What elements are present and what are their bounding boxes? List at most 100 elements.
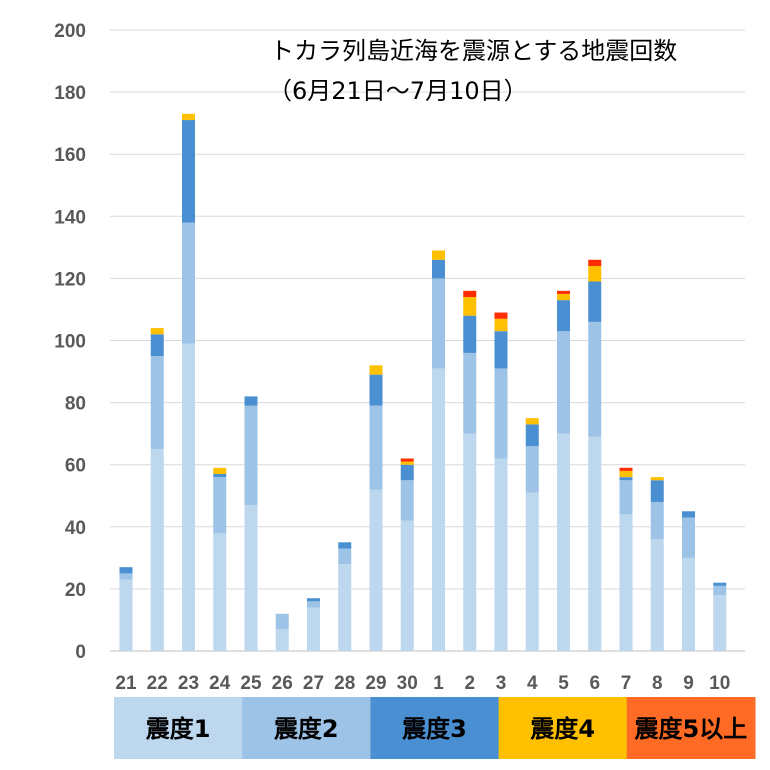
y-tick-label: 120 <box>54 269 86 290</box>
bar-segment <box>307 598 320 602</box>
bar-segment <box>119 573 133 580</box>
x-tick-label: 7 <box>621 673 632 694</box>
bar-segment <box>182 222 195 344</box>
bar-segment <box>463 297 477 316</box>
bar-segment <box>557 433 570 651</box>
legend-swatch <box>498 697 628 759</box>
bar-segment <box>650 477 664 481</box>
bar-segment <box>150 328 164 335</box>
x-tick-label: 24 <box>209 673 231 694</box>
bar-segment <box>119 567 133 574</box>
legend-label: 震度1 <box>146 715 211 743</box>
bar-segment <box>619 480 633 515</box>
bar-segment <box>400 480 414 521</box>
bar-segment <box>588 259 602 266</box>
y-tick-label: 180 <box>54 83 86 104</box>
legend-label: 震度5以上 <box>635 715 748 743</box>
bar-segment <box>213 474 227 478</box>
bar-segment <box>619 470 633 478</box>
x-tick-label: 2 <box>464 673 475 694</box>
bars <box>119 113 727 651</box>
bar-segment <box>713 582 727 586</box>
bar-segment <box>369 365 383 375</box>
bar-segment <box>150 356 164 450</box>
x-tick-label: 27 <box>303 673 324 694</box>
legend-label: 震度2 <box>274 715 339 743</box>
bar-segment <box>682 557 695 651</box>
bar-segment <box>119 579 133 651</box>
x-tick-label: 29 <box>365 673 386 694</box>
bar-segment <box>432 368 445 651</box>
legend: 震度1 震度2 震度3 震度4 震度5以上 <box>114 697 756 759</box>
legend-label: 震度3 <box>402 715 467 743</box>
bar-segment <box>619 467 633 471</box>
bar-segment <box>713 585 727 596</box>
bar-segment <box>432 259 445 279</box>
bar-segment <box>682 511 695 518</box>
bar-segment <box>432 278 445 369</box>
bar-segment <box>619 477 633 481</box>
bar-segment <box>525 492 539 651</box>
x-tick-label: 1 <box>433 673 444 694</box>
bar-segment <box>682 517 695 558</box>
legend-swatch <box>242 697 371 759</box>
bar-segment <box>619 514 633 651</box>
x-tick-label: 5 <box>558 673 569 694</box>
x-tick-label: 23 <box>178 673 199 694</box>
x-tick-label: 3 <box>496 673 507 694</box>
bar-segment <box>338 564 352 651</box>
legend-swatch <box>626 697 756 759</box>
bar-segment <box>275 629 289 651</box>
bar-segment <box>557 331 570 434</box>
x-tick-label: 9 <box>683 673 694 694</box>
bar-segment <box>338 542 352 549</box>
chart-title-line1: トカラ列島近海を震源とする地震回数 <box>270 37 677 65</box>
bar-segment <box>400 464 414 481</box>
y-tick-label: 0 <box>75 642 86 663</box>
bar-segment <box>182 343 195 651</box>
x-axis-labels: 21 22 23 24 25 26 27 28 29 30 1 2 3 4 5 6 7 8 9 10 <box>115 673 730 694</box>
bar-segment <box>182 120 195 223</box>
bar-segment <box>650 480 664 502</box>
bar-segment <box>213 477 227 534</box>
bar-segment <box>650 539 664 651</box>
bar-segment <box>588 265 602 282</box>
bar-segment <box>525 446 539 493</box>
bar-segment <box>307 601 320 608</box>
bar-segment <box>463 352 477 434</box>
bar-segment <box>150 334 164 357</box>
chart-title-line2: （6月21日～7月10日） <box>268 77 528 105</box>
bar-segment <box>557 300 570 332</box>
gridlines <box>110 29 745 652</box>
bar-segment <box>275 613 289 630</box>
x-tick-label: 21 <box>115 673 137 694</box>
bar-segment <box>244 405 258 506</box>
x-tick-label: 25 <box>240 673 262 694</box>
bar-segment <box>182 113 195 121</box>
bar-segment <box>494 368 508 459</box>
legend-swatch <box>114 697 243 759</box>
y-axis-labels: 0 20 40 60 80 100 120 140 160 180 200 <box>54 21 86 663</box>
bar-segment <box>213 533 227 651</box>
bar-segment <box>463 433 477 651</box>
y-tick-label: 140 <box>54 207 86 228</box>
bar-segment <box>525 418 539 425</box>
bar-segment <box>338 548 352 565</box>
x-tick-label: 22 <box>147 673 168 694</box>
bar-segment <box>557 293 570 301</box>
bar-segment <box>525 424 539 447</box>
bar-segment <box>244 396 258 406</box>
x-tick-label: 4 <box>527 673 538 694</box>
bar-segment <box>713 595 727 651</box>
x-tick-label: 26 <box>272 673 293 694</box>
y-tick-label: 80 <box>65 394 86 415</box>
y-tick-label: 60 <box>65 456 86 477</box>
y-tick-label: 100 <box>54 332 86 353</box>
y-tick-label: 20 <box>65 580 86 601</box>
x-tick-label: 30 <box>397 673 418 694</box>
bar-segment <box>650 501 664 540</box>
y-tick-label: 160 <box>54 145 86 166</box>
bar-segment <box>400 458 414 462</box>
bar-segment <box>463 290 477 298</box>
bar-segment <box>557 290 570 294</box>
